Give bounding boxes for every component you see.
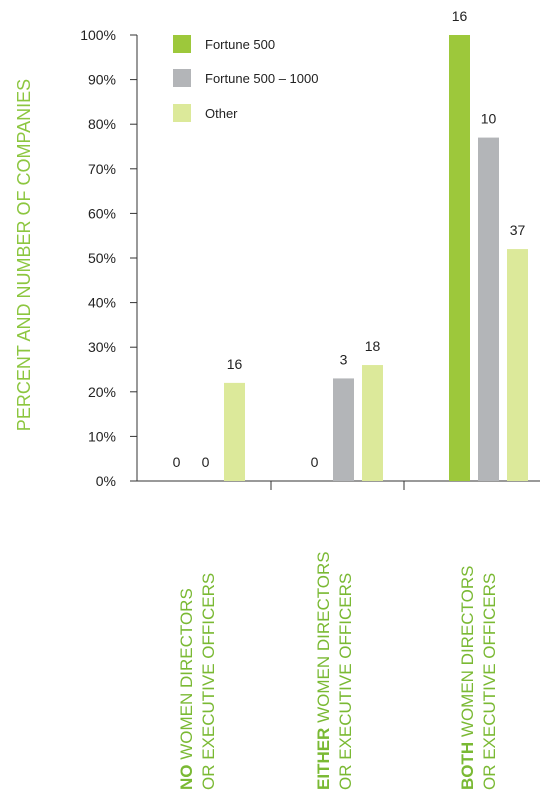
bar (333, 378, 354, 481)
value-label: 3 (340, 351, 348, 367)
legend-swatch (173, 69, 191, 87)
category-label-line1: EITHER WOMEN DIRECTORS (314, 551, 333, 790)
bar (507, 249, 528, 481)
y-axis-label-group: PERCENT AND NUMBER OF COMPANIES (14, 79, 34, 431)
bar (362, 365, 383, 481)
category-label-line2: OR EXECUTIVE OFFICERS (199, 573, 218, 790)
y-tick-label: 90% (88, 72, 116, 88)
value-label: 37 (510, 222, 526, 238)
y-tick-label: 10% (88, 428, 116, 444)
value-label: 16 (227, 356, 243, 372)
y-tick-label: 80% (88, 116, 116, 132)
category-label-line1: NO WOMEN DIRECTORS (177, 588, 196, 790)
value-labels: 0 0 16 0 3 10 16 18 37 (173, 8, 526, 470)
category-label-line2: OR EXECUTIVE OFFICERS (480, 573, 499, 790)
legend-label: Fortune 500 (205, 37, 275, 52)
value-label: 16 (452, 8, 468, 24)
value-label: 18 (365, 338, 381, 354)
y-tick-label: 30% (88, 339, 116, 355)
bar (478, 137, 499, 481)
value-label: 0 (311, 454, 319, 470)
category-label: NO WOMEN DIRECTORS OR EXECUTIVE OFFICERS (177, 573, 218, 790)
y-tick-label: 60% (88, 205, 116, 221)
legend-label: Other (205, 106, 238, 121)
legend-swatch (173, 104, 191, 122)
y-tick-label: 50% (88, 250, 116, 266)
legend-swatch (173, 35, 191, 53)
legend: Fortune 500 Fortune 500 – 1000 Other (173, 35, 318, 122)
category-labels: NO WOMEN DIRECTORS OR EXECUTIVE OFFICERS E… (177, 551, 499, 790)
category-label-line1: BOTH WOMEN DIRECTORS (458, 566, 477, 790)
y-tick-label: 40% (88, 295, 116, 311)
legend-label: Fortune 500 – 1000 (205, 71, 318, 86)
value-label: 10 (481, 111, 497, 127)
bar (224, 382, 245, 481)
category-label: EITHER WOMEN DIRECTORS OR EXECUTIVE OFFIC… (314, 551, 355, 790)
axes: 0% 10% 20% 30% 40% 50% 60% 70% 80% 90% 100% (80, 27, 540, 490)
value-label: 0 (202, 454, 210, 470)
bar (449, 35, 470, 481)
y-tick-label: 100% (80, 27, 116, 43)
bars (224, 35, 528, 481)
y-tick-label: 0% (96, 473, 116, 489)
value-label: 0 (173, 454, 181, 470)
y-tick-label: 20% (88, 384, 116, 400)
y-tick-label: 70% (88, 161, 116, 177)
category-label-line2: OR EXECUTIVE OFFICERS (336, 573, 355, 790)
y-axis-label: PERCENT AND NUMBER OF COMPANIES (14, 79, 34, 431)
category-label: BOTH WOMEN DIRECTORS OR EXECUTIVE OFFICER… (458, 566, 499, 790)
